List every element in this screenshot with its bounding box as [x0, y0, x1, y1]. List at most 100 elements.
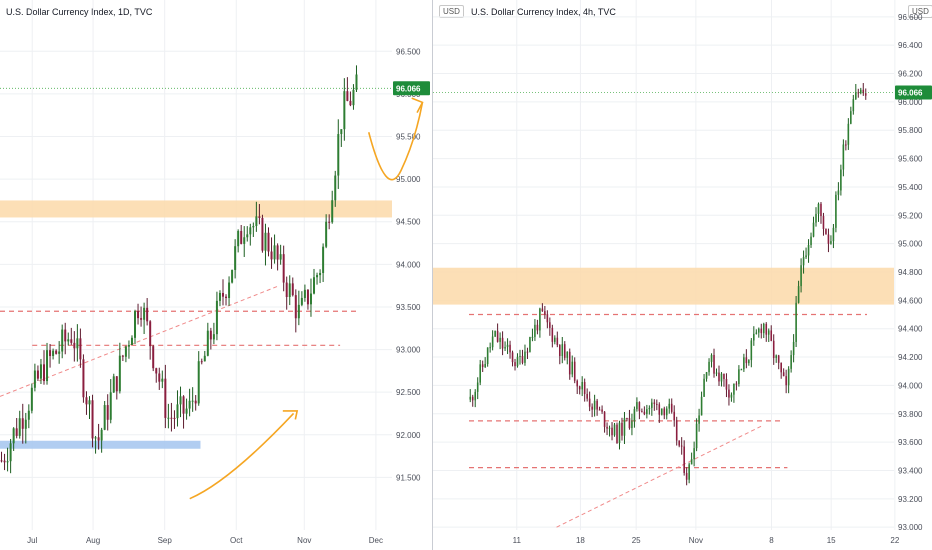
candle-body	[633, 409, 636, 422]
candle-body	[571, 361, 574, 375]
candle-body	[693, 448, 695, 460]
y-tick-label: 95.000	[898, 240, 923, 249]
projection-arrow	[367, 102, 424, 181]
candle-body	[795, 302, 797, 342]
candle-body	[94, 437, 97, 439]
y-tick-label: 94.200	[898, 353, 923, 362]
candle-body	[237, 230, 240, 247]
candle-body	[748, 360, 750, 364]
currency-badge[interactable]: USD	[439, 5, 464, 18]
candle-body	[285, 282, 288, 297]
y-tick-label: 95.400	[898, 183, 923, 192]
candle-body	[531, 336, 534, 338]
candle-body	[698, 415, 700, 424]
x-tick-label: Nov	[689, 536, 703, 545]
candle-body	[161, 378, 164, 382]
y-tick-label: 95.000	[396, 175, 421, 184]
candle-body	[521, 355, 524, 363]
candle-body	[551, 327, 554, 342]
supply-zone	[0, 200, 392, 218]
candle-body	[700, 396, 703, 416]
candle-body	[124, 346, 127, 357]
candle-body	[140, 318, 143, 320]
y-tick-label: 94.600	[898, 296, 923, 305]
candle-body	[137, 311, 140, 319]
y-tick-label: 93.000	[898, 523, 923, 532]
panel-divider[interactable]	[432, 0, 433, 550]
y-tick-label: 91.500	[396, 473, 421, 482]
candle-body	[188, 400, 191, 409]
x-tick-label: Jul	[27, 536, 37, 545]
candle-body	[67, 339, 70, 342]
candle-body	[743, 357, 745, 370]
daily-chart-panel[interactable]: U.S. Dollar Currency Index, 1D, TVC 96.5…	[0, 0, 432, 550]
x-tick-label: Oct	[230, 536, 243, 545]
candle-body	[842, 144, 845, 170]
x-tick-label: Aug	[86, 536, 100, 545]
candle-body	[288, 283, 291, 297]
candle-body	[685, 472, 688, 480]
candle-body	[306, 289, 309, 305]
candle-body	[708, 361, 710, 373]
candle-body	[501, 337, 504, 349]
candle-body	[191, 400, 194, 402]
candle-body	[134, 311, 137, 338]
x-tick-label: Nov	[297, 536, 311, 545]
candle-body	[738, 369, 740, 384]
candle-body	[61, 329, 64, 352]
candle-body	[777, 355, 780, 363]
candle-body	[130, 337, 133, 345]
currency-badge-right[interactable]: USD	[908, 5, 932, 18]
candle-body	[243, 237, 246, 244]
candle-body	[852, 99, 855, 112]
y-tick-label: 93.800	[898, 410, 923, 419]
candle-body	[340, 129, 343, 135]
price-tag-label: 96.066	[898, 89, 923, 98]
candle-body	[830, 241, 832, 244]
y-tick-label: 93.000	[396, 346, 421, 355]
candle-body	[39, 364, 42, 379]
candle-body	[143, 307, 146, 320]
candle-body	[100, 429, 103, 441]
candle-body	[822, 216, 825, 229]
candle-body	[586, 393, 588, 399]
candle-body	[218, 292, 221, 301]
candle-body	[73, 342, 76, 349]
candle-body	[276, 245, 279, 260]
four-hour-chart-svg[interactable]: 96.600 96.400 96.200 96.000 95.800 95.600 95.4…	[433, 0, 932, 550]
candle-body	[55, 350, 58, 354]
candle-body	[558, 345, 561, 356]
candle-body	[300, 297, 303, 305]
candle-body	[573, 361, 576, 381]
candle-body	[638, 402, 641, 412]
candle-body	[787, 368, 790, 386]
candle-body	[648, 407, 651, 410]
candle-body	[24, 419, 27, 429]
candle-body	[670, 403, 673, 412]
candle-body	[115, 376, 118, 392]
candle-body	[149, 321, 152, 347]
supply-zone	[433, 267, 894, 305]
candle-body	[616, 424, 618, 444]
y-tick-label: 94.000	[396, 260, 421, 269]
daily-chart-svg[interactable]: 96.50096.00095.50095.00094.50094.00093.5…	[0, 0, 432, 550]
candle-body	[643, 411, 646, 415]
candle-body	[489, 347, 491, 349]
candle-body	[526, 351, 529, 353]
candle-body	[765, 323, 768, 335]
candle-body	[82, 359, 85, 398]
candle-body	[688, 464, 690, 480]
candle-body	[258, 216, 261, 218]
candle-body	[346, 91, 349, 101]
candle-body	[270, 251, 273, 260]
candle-body	[755, 332, 758, 334]
candle-body	[588, 398, 591, 407]
candle-body	[206, 330, 209, 356]
y-tick-label: 92.000	[396, 431, 421, 440]
four-hour-chart-panel[interactable]: USD U.S. Dollar Currency Index, 4h, TVC …	[433, 0, 932, 550]
candle-body	[170, 417, 173, 419]
candle-body	[355, 74, 358, 90]
candle-body	[349, 100, 352, 106]
candle-body	[800, 265, 802, 287]
candle-body	[334, 175, 337, 201]
